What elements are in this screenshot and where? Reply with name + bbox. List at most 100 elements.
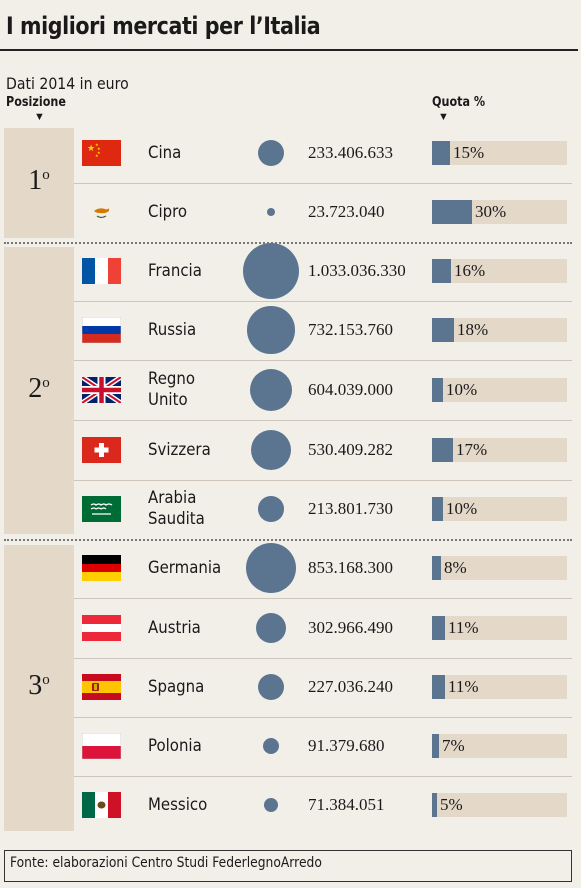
share-bar: 16%	[432, 259, 567, 283]
share-label: 16%	[454, 261, 486, 280]
rank-number: 1	[28, 165, 43, 196]
share-bar-fill	[432, 200, 472, 224]
share-bar-fill	[432, 318, 454, 342]
value-label: 213.801.730	[308, 499, 393, 518]
row-separator	[74, 420, 572, 421]
rank-label: 1o	[4, 165, 74, 197]
svg-text:★: ★	[95, 153, 99, 158]
row-separator	[74, 717, 572, 718]
value-label: 302.966.490	[308, 618, 393, 637]
china-flag: ★ ★ ★ ★ ★	[82, 140, 121, 166]
share-bar: 17%	[432, 438, 567, 462]
share-sort-arrow-icon: ▼	[438, 111, 449, 123]
row-separator	[74, 301, 572, 302]
country-name: Svizzera	[148, 439, 211, 460]
row-separator	[74, 183, 572, 184]
share-bar: 5%	[432, 793, 567, 817]
rank-label: 3o	[4, 670, 74, 702]
position-header: Posizione	[6, 95, 66, 110]
switzerland-flag	[82, 437, 121, 463]
share-bar-fill	[432, 793, 437, 817]
share-bar-fill	[432, 734, 439, 758]
rank-panel	[4, 247, 74, 534]
country-name: Germania	[148, 557, 222, 578]
poland-flag	[82, 733, 121, 759]
value-label: 91.379.680	[308, 736, 385, 755]
value-label: 604.039.000	[308, 380, 393, 399]
value-bubble	[247, 306, 295, 354]
uk-flag	[82, 377, 121, 403]
share-bar: 11%	[432, 616, 567, 640]
value-label: 233.406.633	[308, 143, 393, 162]
value-label: 530.409.282	[308, 440, 393, 459]
share-bar: 8%	[432, 556, 567, 580]
share-label: 11%	[448, 677, 479, 696]
share-label: 11%	[448, 618, 479, 637]
share-label: 7%	[442, 736, 465, 755]
value-bubble	[257, 673, 285, 701]
group-separator	[4, 242, 572, 244]
share-bar-fill	[432, 438, 453, 462]
germany-flag	[82, 555, 121, 581]
value-bubble	[263, 797, 279, 813]
cyprus-flag	[82, 199, 121, 225]
footer-box	[4, 850, 572, 882]
share-label: 18%	[457, 320, 489, 339]
row-separator	[74, 776, 572, 777]
value-label: 732.153.760	[308, 320, 393, 339]
rank-panel	[4, 545, 74, 831]
austria-flag	[82, 615, 121, 641]
share-bar-fill	[432, 378, 443, 402]
rank-ordinal: o	[42, 167, 50, 183]
country-name: Polonia	[148, 735, 202, 756]
share-bar: 10%	[432, 497, 567, 521]
country-name: Austria	[148, 617, 201, 638]
value-bubble	[262, 737, 280, 755]
share-bar-fill	[432, 556, 441, 580]
share-label: 17%	[456, 440, 488, 459]
title-divider	[0, 49, 578, 51]
svg-text:★: ★	[87, 144, 95, 154]
chart-subtitle: Dati 2014 in euro	[6, 74, 129, 93]
svg-text:★: ★	[97, 150, 101, 155]
rank-number: 2	[28, 372, 43, 404]
value-bubble	[249, 368, 293, 412]
share-bar-fill	[432, 259, 451, 283]
position-sort-arrow-icon: ▼	[34, 111, 45, 123]
country-name: Cina	[148, 142, 182, 163]
share-label: 10%	[446, 380, 478, 399]
share-bar: 15%	[432, 141, 567, 165]
row-separator	[74, 598, 572, 599]
rank-number: 3	[28, 670, 43, 701]
value-label: 71.384.051	[308, 795, 385, 814]
row-separator	[74, 360, 572, 361]
value-label: 23.723.040	[308, 202, 385, 221]
share-bar-fill	[432, 497, 443, 521]
rank-panel	[4, 128, 74, 238]
share-bar: 7%	[432, 734, 567, 758]
spain-flag	[82, 674, 121, 700]
value-label: 227.036.240	[308, 677, 393, 696]
group-separator	[4, 539, 572, 541]
country-name: Spagna	[148, 676, 205, 697]
rank-ordinal: o	[42, 672, 50, 688]
share-header: Quota %	[432, 95, 486, 110]
value-bubble	[266, 207, 276, 217]
value-bubble	[255, 612, 287, 644]
share-bar: 18%	[432, 318, 567, 342]
share-label: 5%	[440, 795, 463, 814]
svg-text:★: ★	[95, 142, 99, 147]
country-name: Arabia Saudita	[148, 488, 205, 529]
country-name: Messico	[148, 794, 208, 815]
share-label: 10%	[446, 499, 478, 518]
share-label: 15%	[453, 143, 485, 162]
saudi-arabia-flag	[82, 496, 121, 522]
share-label: 8%	[444, 558, 467, 577]
share-label: 30%	[475, 202, 507, 221]
value-bubble	[243, 243, 299, 299]
rank-label: 2o	[4, 373, 74, 405]
share-bar-fill	[432, 141, 450, 165]
country-name: Russia	[148, 319, 197, 340]
share-bar-fill	[432, 675, 445, 699]
share-bar: 11%	[432, 675, 567, 699]
